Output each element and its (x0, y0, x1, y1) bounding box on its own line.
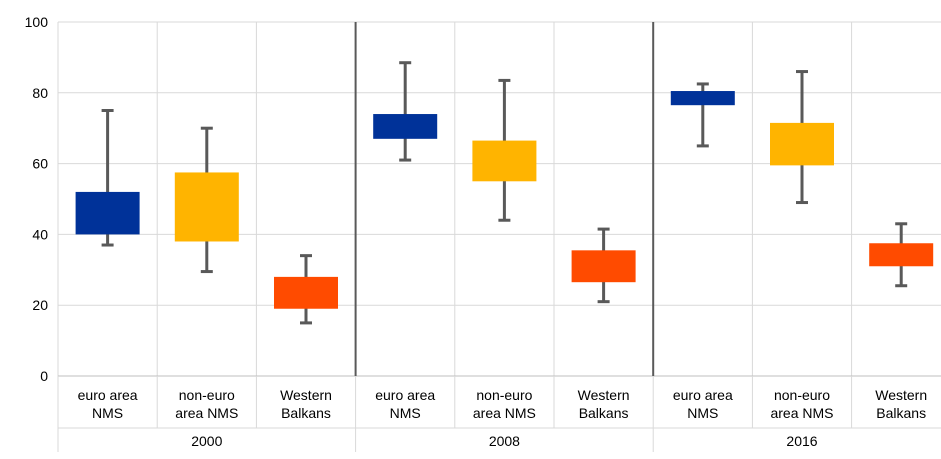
y-tick-label: 100 (25, 14, 49, 30)
box-euro-area-nms-2016 (670, 91, 735, 106)
y-tick-label: 80 (32, 85, 48, 101)
category-label: NMS (687, 405, 718, 421)
category-label: euro area (673, 387, 733, 403)
box-non-euro-area-nms-2008 (472, 140, 537, 182)
category-label: Balkans (876, 405, 926, 421)
y-tick-label: 40 (32, 226, 48, 242)
category-label: non-euro (774, 387, 830, 403)
category-label: NMS (390, 405, 421, 421)
category-label: area NMS (473, 405, 536, 421)
category-label: euro area (375, 387, 435, 403)
y-tick-label: 20 (32, 297, 48, 313)
box-non-euro-area-nms-2000 (174, 172, 239, 242)
box-euro-area-nms-2008 (373, 114, 438, 139)
group-label: 2008 (489, 433, 520, 449)
group-label: 2000 (191, 433, 222, 449)
box-non-euro-area-nms-2016 (770, 122, 834, 166)
box-euro-area-nms-2000 (75, 191, 140, 235)
category-label: Western (875, 387, 927, 403)
category-label: NMS (92, 405, 123, 421)
category-label: non-euro (476, 387, 532, 403)
category-label: Western (280, 387, 332, 403)
y-tick-label: 60 (32, 156, 48, 172)
category-label: Western (578, 387, 630, 403)
category-label: area NMS (175, 405, 238, 421)
category-label: non-euro (179, 387, 235, 403)
group-label: 2016 (786, 433, 817, 449)
box-western-balkans-2016 (869, 243, 934, 267)
category-label: euro area (78, 387, 138, 403)
category-label: area NMS (770, 405, 833, 421)
box-western-balkans-2000 (274, 276, 338, 309)
category-label: Balkans (281, 405, 331, 421)
box-western-balkans-2008 (571, 250, 636, 283)
category-label: Balkans (579, 405, 629, 421)
y-tick-label: 0 (40, 368, 48, 384)
